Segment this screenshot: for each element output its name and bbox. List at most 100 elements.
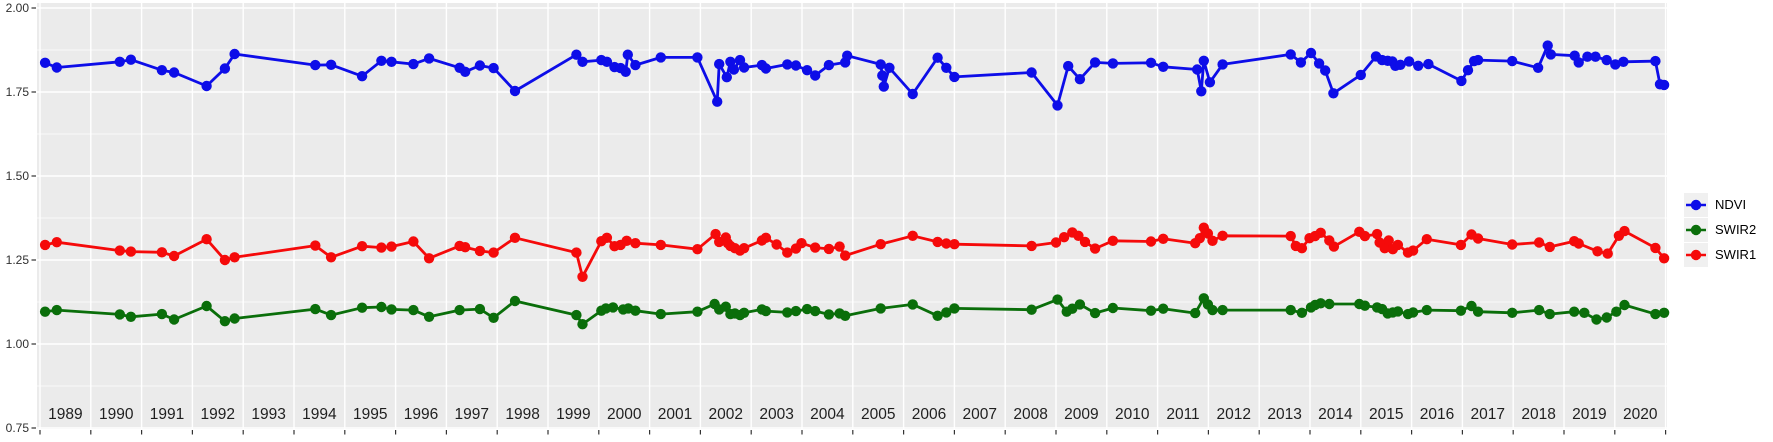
y-axis-label: 2.00 <box>6 1 30 15</box>
data-point-ndvi <box>39 57 51 68</box>
data-point-ndvi <box>1295 57 1307 68</box>
data-point-swir1 <box>1026 240 1037 252</box>
data-point-swir2 <box>1579 307 1590 318</box>
data-point-ndvi <box>408 58 419 70</box>
data-point-ndvi <box>51 62 62 73</box>
legend-label-ndvi: NDVI <box>1715 197 1747 212</box>
data-point-swir1 <box>156 247 168 258</box>
y-axis-label: 1.25 <box>6 253 30 267</box>
data-point-swir2 <box>949 303 960 314</box>
data-point-swir1 <box>509 232 521 243</box>
data-point-ndvi <box>1074 74 1086 85</box>
data-point-swir1 <box>932 236 943 248</box>
data-point-swir2 <box>1207 304 1218 316</box>
data-point-ndvi <box>1658 79 1670 91</box>
data-point-swir2 <box>201 300 212 312</box>
data-point-swir1 <box>1359 230 1371 242</box>
data-point-swir2 <box>125 311 137 322</box>
data-point-swir1 <box>738 243 750 254</box>
data-point-ndvi <box>1423 58 1434 70</box>
data-point-swir2 <box>1421 304 1433 316</box>
data-point-swir1 <box>834 241 845 252</box>
data-point-swir1 <box>1107 235 1119 246</box>
data-point-ndvi <box>738 62 750 73</box>
data-point-ndvi <box>114 56 126 67</box>
line-point-glyph-icon <box>1686 249 1706 260</box>
data-point-ndvi <box>1158 61 1169 72</box>
data-point-swir2 <box>1407 307 1419 318</box>
data-point-swir1 <box>1379 243 1390 254</box>
data-point-swir2 <box>1455 305 1467 316</box>
data-point-swir2 <box>810 305 821 317</box>
x-axis-label: 1991 <box>150 406 184 423</box>
data-point-swir1 <box>1592 246 1603 257</box>
data-point-ndvi <box>488 62 499 74</box>
data-point-swir2 <box>1315 298 1326 309</box>
data-point-ndvi <box>386 56 397 67</box>
y-axis-label: 1.00 <box>6 337 30 351</box>
x-axis-label: 2016 <box>1420 406 1454 423</box>
data-point-swir2 <box>782 307 793 318</box>
data-point-swir1 <box>875 239 886 250</box>
plot-panel <box>37 3 1667 429</box>
data-point-swir2 <box>720 301 731 312</box>
data-point-ndvi <box>801 65 813 76</box>
data-point-swir2 <box>509 295 521 307</box>
data-point-swir2 <box>630 305 641 316</box>
data-point-swir1 <box>168 250 180 262</box>
data-point-ndvi <box>1462 65 1474 76</box>
data-point-swir2 <box>1591 314 1602 325</box>
x-axis-label: 2001 <box>658 406 692 423</box>
data-point-swir1 <box>1285 230 1296 242</box>
data-point-swir1 <box>125 246 137 257</box>
x-axis-label: 2012 <box>1217 406 1251 423</box>
data-point-swir2 <box>168 314 180 325</box>
data-point-ndvi <box>949 71 960 83</box>
data-point-swir2 <box>1359 300 1371 311</box>
data-point-swir1 <box>1058 232 1070 243</box>
data-point-ndvi <box>168 67 180 78</box>
x-axis-label: 2003 <box>759 406 793 423</box>
data-point-swir1 <box>376 242 387 253</box>
x-axis-label: 1992 <box>201 406 235 423</box>
data-point-ndvi <box>1590 51 1601 62</box>
data-point-swir2 <box>1158 303 1169 314</box>
data-point-ndvi <box>201 80 212 92</box>
x-axis-label: 1995 <box>353 406 387 423</box>
data-point-swir2 <box>941 307 952 318</box>
data-point-swir1 <box>1050 237 1062 248</box>
data-point-swir2 <box>156 308 168 320</box>
data-point-swir1 <box>1073 230 1084 241</box>
data-point-ndvi <box>1217 59 1228 70</box>
data-point-ndvi <box>1601 54 1612 66</box>
data-point-ndvi <box>1107 58 1119 69</box>
data-point-ndvi <box>721 72 732 83</box>
data-point-swir1 <box>577 271 588 282</box>
data-point-swir2 <box>907 299 918 310</box>
data-point-ndvi <box>1328 88 1339 99</box>
data-point-swir1 <box>325 252 337 263</box>
data-point-swir1 <box>1472 233 1484 244</box>
data-point-swir1 <box>39 239 51 251</box>
x-axis-label: 2013 <box>1267 406 1301 423</box>
data-point-swir1 <box>1455 239 1467 251</box>
data-point-swir2 <box>51 304 62 316</box>
data-point-ndvi <box>509 85 521 97</box>
x-axis-label: 1989 <box>48 406 82 423</box>
data-point-swir2 <box>1650 308 1661 320</box>
legend-key-swir2 <box>1684 217 1708 242</box>
data-point-swir2 <box>114 309 126 320</box>
data-point-ndvi <box>790 60 802 71</box>
data-point-swir2 <box>607 302 619 313</box>
data-point-swir2 <box>1601 312 1612 323</box>
data-point-ndvi <box>1507 55 1518 67</box>
data-point-swir2 <box>1190 307 1201 319</box>
y-axis-label: 0.75 <box>6 421 30 435</box>
data-point-swir2 <box>1472 306 1484 317</box>
legend-point <box>1690 249 1702 260</box>
data-point-swir1 <box>1079 236 1091 248</box>
x-axis-label: 2018 <box>1521 406 1555 423</box>
data-point-swir2 <box>325 309 337 321</box>
x-axis-label: 2011 <box>1166 406 1199 423</box>
data-point-swir1 <box>1145 236 1157 247</box>
